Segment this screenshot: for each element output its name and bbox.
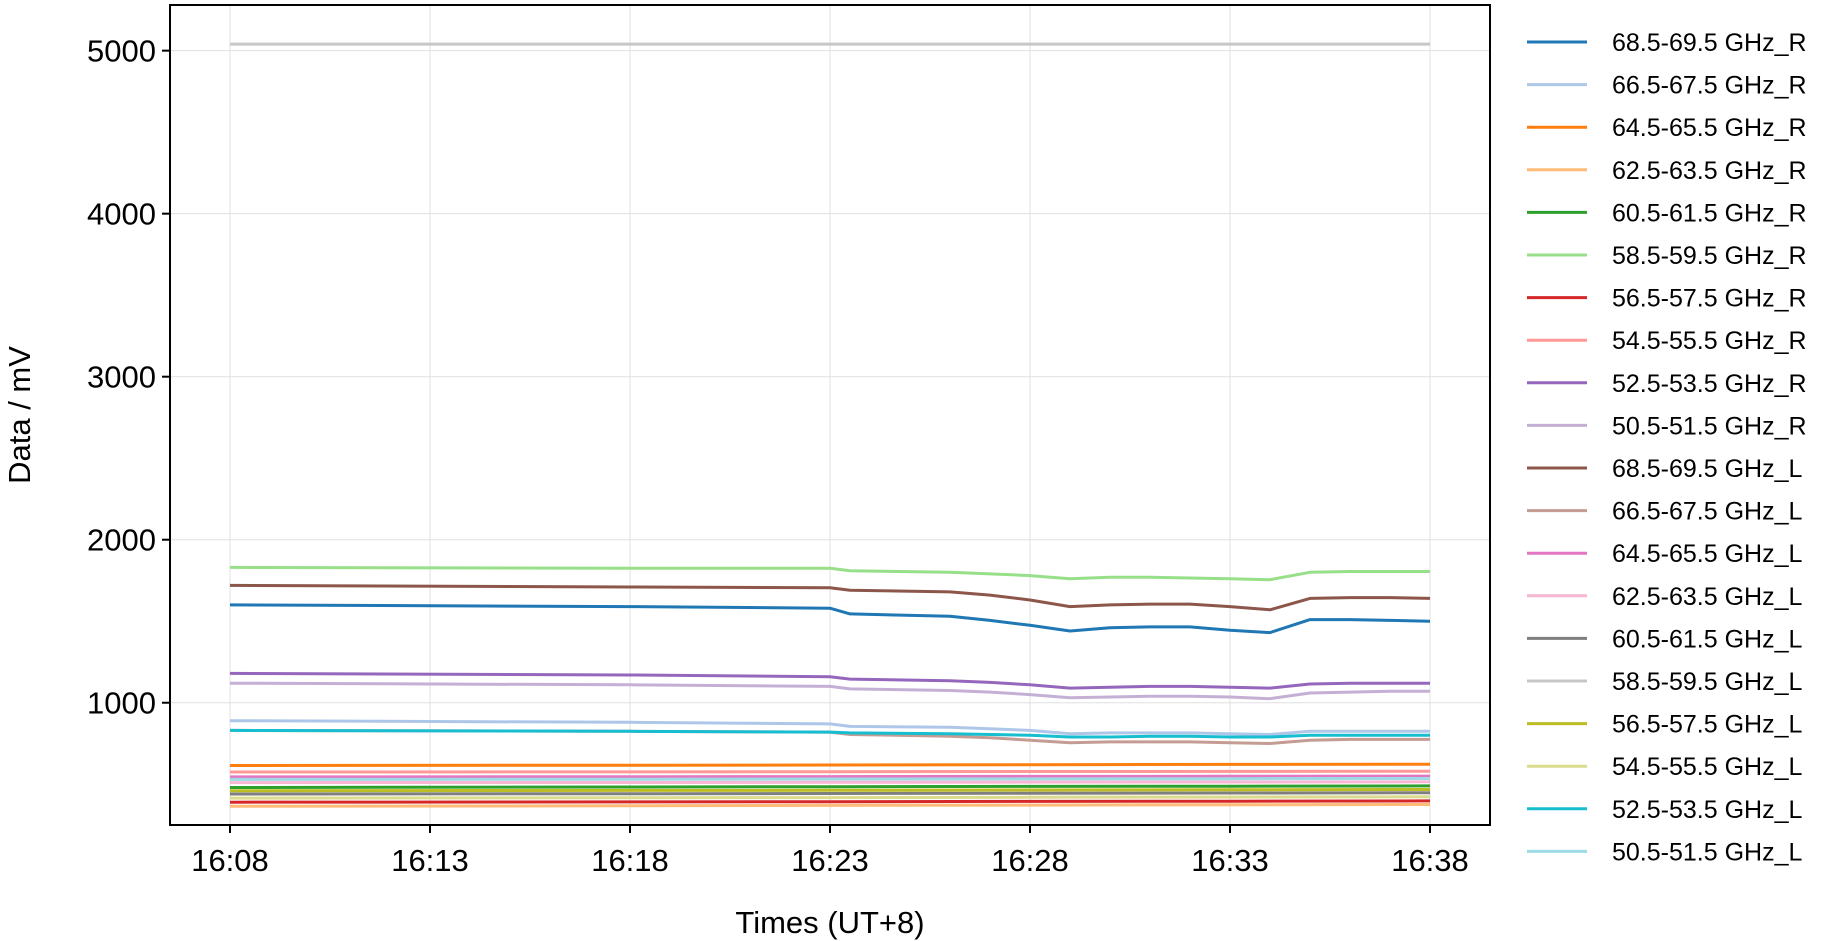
y-tick-label: 1000 <box>87 686 156 721</box>
x-tick-label: 16:08 <box>191 843 269 878</box>
y-axis-label: Data / mV <box>2 346 37 484</box>
legend-entry-label: 50.5-51.5 GHz_L <box>1612 838 1802 866</box>
series-line <box>229 719 1430 736</box>
series-line <box>229 795 1431 800</box>
x-axis-label: Times (UT+8) <box>735 905 924 940</box>
series-line <box>229 728 1430 739</box>
legend-entry-label: 68.5-69.5 GHz_L <box>1612 455 1802 483</box>
grid-lines <box>170 5 1490 825</box>
series-line <box>229 583 1431 612</box>
y-tick-label: 3000 <box>87 360 156 395</box>
x-tick-label: 16:18 <box>591 843 669 878</box>
series-line <box>229 565 1430 582</box>
series-line <box>229 671 1430 690</box>
y-tick-label: 5000 <box>87 34 156 69</box>
legend-entry-label: 52.5-53.5 GHz_L <box>1612 796 1802 824</box>
legend-entry-label: 54.5-55.5 GHz_L <box>1612 753 1802 781</box>
legend-entry-label: 50.5-51.5 GHz_R <box>1612 412 1807 440</box>
legend-entry-label: 64.5-65.5 GHz_L <box>1612 540 1802 568</box>
series-line <box>229 777 1431 781</box>
legend-entry-label: 62.5-63.5 GHz_R <box>1612 157 1807 185</box>
y-tick-label: 2000 <box>87 523 156 558</box>
series-line <box>229 681 1430 701</box>
series-line <box>229 780 1431 785</box>
x-tick-label: 16:33 <box>1191 843 1269 878</box>
legend-entry-label: 62.5-63.5 GHz_L <box>1612 583 1802 611</box>
legend-entry-label: 64.5-65.5 GHz_R <box>1612 114 1807 142</box>
series-line <box>229 774 1431 779</box>
axis-ticks: 16:08 16:13 16:18 16:23 16:28 16:33 16:38 1000 2… <box>87 34 1469 878</box>
legend-entry-label: 58.5-59.5 GHz_L <box>1612 668 1802 696</box>
series-line <box>229 784 1431 789</box>
x-tick-label: 16:13 <box>391 843 469 878</box>
series-line <box>229 788 1431 793</box>
legend: 68.5-69.5 GHz_R 66.5-67.5 GHz_R 64.5-65.5 … <box>1527 29 1807 866</box>
legend-entry-label: 58.5-59.5 GHz_R <box>1612 242 1807 270</box>
x-tick-label: 16:28 <box>991 843 1069 878</box>
x-tick-label: 16:23 <box>791 843 869 878</box>
legend-entry-label: 66.5-67.5 GHz_R <box>1612 72 1807 100</box>
series-line <box>229 791 1431 796</box>
series-line <box>229 603 1431 635</box>
legend-entry-label: 60.5-61.5 GHz_L <box>1612 625 1802 653</box>
legend-entry-label: 54.5-55.5 GHz_R <box>1612 327 1807 355</box>
series-line <box>229 803 1431 808</box>
legend-entry-label: 60.5-61.5 GHz_R <box>1612 199 1807 227</box>
x-tick-label: 16:38 <box>1391 843 1469 878</box>
legend-entry-label: 66.5-67.5 GHz_L <box>1612 498 1802 526</box>
series-lines <box>229 42 1431 808</box>
series-line <box>229 799 1431 804</box>
series-line <box>229 762 1431 767</box>
legend-entry-label: 56.5-57.5 GHz_R <box>1612 285 1807 313</box>
legend-entry-label: 52.5-53.5 GHz_R <box>1612 370 1807 398</box>
series-line <box>229 769 1431 774</box>
legend-entry-label: 68.5-69.5 GHz_R <box>1612 29 1807 57</box>
y-tick-label: 4000 <box>87 197 156 232</box>
legend-entry-label: 56.5-57.5 GHz_L <box>1612 711 1802 739</box>
